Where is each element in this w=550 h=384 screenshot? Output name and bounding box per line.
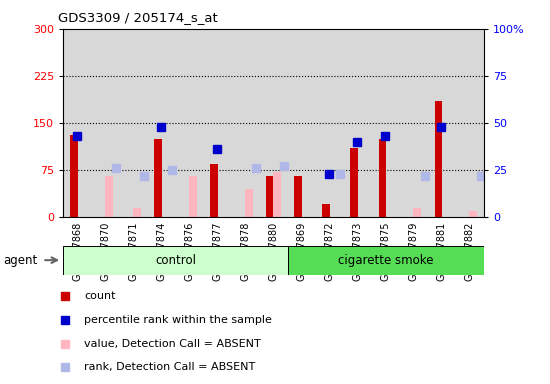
Bar: [288, 246, 484, 275]
Bar: [154, 139, 162, 217]
Bar: [322, 204, 331, 217]
Bar: [378, 139, 387, 217]
Text: cigarette smoke: cigarette smoke: [338, 254, 433, 266]
Bar: [350, 148, 359, 217]
Text: count: count: [84, 291, 115, 301]
Bar: [133, 208, 141, 217]
Bar: [245, 189, 253, 217]
Text: percentile rank within the sample: percentile rank within the sample: [84, 315, 272, 325]
Text: GDS3309 / 205174_s_at: GDS3309 / 205174_s_at: [58, 12, 217, 25]
Text: value, Detection Call = ABSENT: value, Detection Call = ABSENT: [84, 339, 261, 349]
Bar: [104, 176, 113, 217]
Bar: [273, 172, 281, 217]
Text: agent: agent: [3, 254, 37, 266]
Bar: [210, 164, 218, 217]
Bar: [413, 208, 421, 217]
Bar: [63, 246, 288, 275]
Text: rank, Detection Call = ABSENT: rank, Detection Call = ABSENT: [84, 362, 255, 372]
Bar: [434, 101, 443, 217]
Bar: [294, 176, 302, 217]
Bar: [70, 136, 78, 217]
Bar: [266, 176, 274, 217]
Text: control: control: [155, 254, 196, 266]
Bar: [189, 176, 197, 217]
Bar: [469, 211, 477, 217]
